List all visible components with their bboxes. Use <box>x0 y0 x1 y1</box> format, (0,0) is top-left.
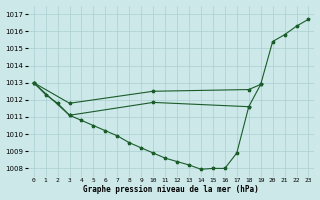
X-axis label: Graphe pression niveau de la mer (hPa): Graphe pression niveau de la mer (hPa) <box>83 185 259 194</box>
